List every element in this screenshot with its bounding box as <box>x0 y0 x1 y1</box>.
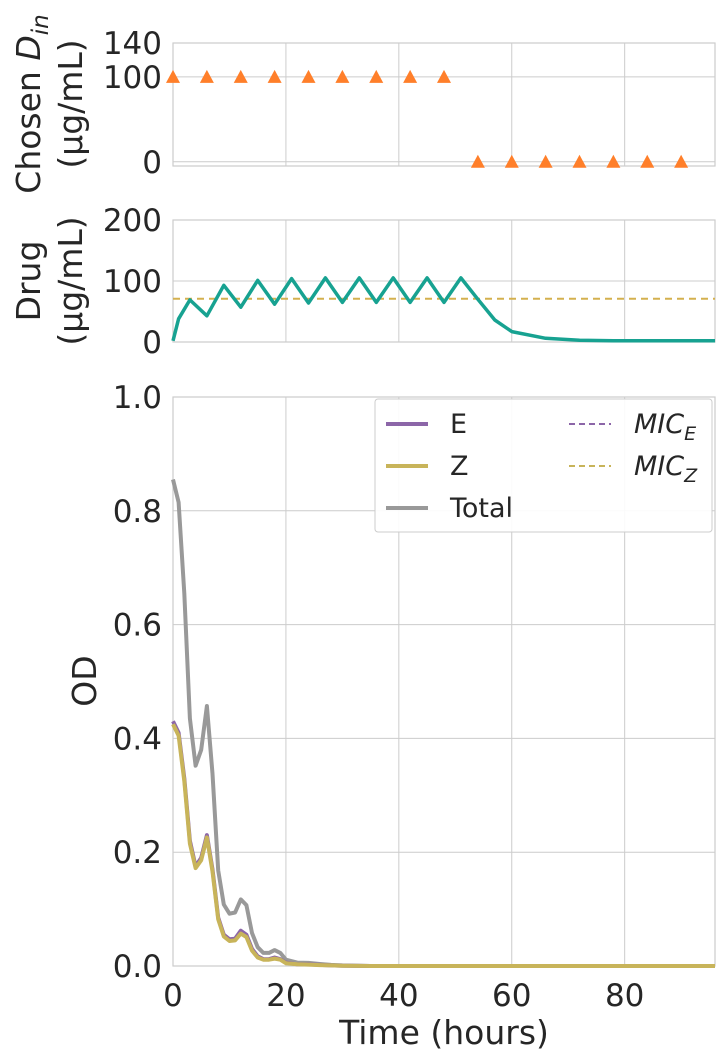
od-xtick-label: 80 <box>605 978 644 1014</box>
dose-marker <box>606 154 621 168</box>
od-xlabel: Time (hours) <box>338 1013 549 1052</box>
legend-label-total: Total <box>449 493 513 524</box>
od-ytick-label: 0.6 <box>113 608 162 644</box>
drug-ylabel-line1: Drug <box>9 241 48 322</box>
od-xtick-label: 40 <box>379 978 418 1014</box>
drug-ytick-label: 200 <box>103 203 162 239</box>
legend-label-mic-e: MICE <box>634 409 696 445</box>
drug-panel: 0 100 200 Drug (μg/mL) <box>9 203 716 361</box>
od-xtick-label: 0 <box>163 978 183 1014</box>
od-ytick-label: 1.0 <box>113 380 162 416</box>
legend-label-z: Z <box>450 451 469 482</box>
dose-marker <box>369 69 384 83</box>
dose-marker <box>437 69 451 83</box>
od-xtick-label: 60 <box>492 978 531 1014</box>
legend-box <box>374 398 713 533</box>
dose-marker <box>640 154 655 168</box>
legend-label-e: E <box>450 409 467 440</box>
od-ylabel: OD <box>65 655 104 706</box>
dose-marker <box>233 69 248 83</box>
od-ytick-label: 0.8 <box>113 494 162 530</box>
dose-marker <box>301 69 316 83</box>
chosen-dose-ytick-label: 100 <box>103 60 162 96</box>
series-line-z <box>171 723 715 968</box>
chosen-dose-ytick-label: 140 <box>103 26 162 62</box>
drug-ylabel-line2: (μg/mL) <box>51 216 90 345</box>
drug-ytick-label: 0 <box>142 325 162 361</box>
chosen-dose-ytick-label: 0 <box>142 145 162 181</box>
dose-marker <box>470 154 485 168</box>
dose-marker <box>166 69 180 83</box>
chosen-dose-ylabel-line2: (μg/mL) <box>51 39 90 168</box>
dose-marker <box>403 69 418 83</box>
dose-marker <box>267 69 282 83</box>
od-ytick-label: 0.2 <box>113 835 162 871</box>
od-ytick-label: 0.0 <box>113 949 162 985</box>
dose-marker <box>674 154 689 168</box>
series-line-e <box>171 720 715 968</box>
dose-marker <box>504 154 519 168</box>
chosen-dose-ylabel-line1: Chosen Din <box>9 14 54 193</box>
od-ytick-label: 0.4 <box>113 721 162 757</box>
drug-concentration-line <box>171 276 715 343</box>
legend-label-mic-z: MICZ <box>634 451 698 487</box>
drug-ytick-label: 100 <box>103 264 162 300</box>
dose-marker <box>572 154 587 168</box>
dose-marker <box>538 154 553 168</box>
od-xtick-label: 20 <box>266 978 305 1014</box>
dose-marker <box>335 69 350 83</box>
series-line-total <box>171 479 715 968</box>
od-panel: 0.0 0.2 0.4 0.6 0.8 1.0 0 20 40 60 80 OD Time (ho… <box>65 380 716 1052</box>
dose-marker <box>199 69 214 83</box>
legend: E Z Total MICE MICZ <box>374 398 713 533</box>
